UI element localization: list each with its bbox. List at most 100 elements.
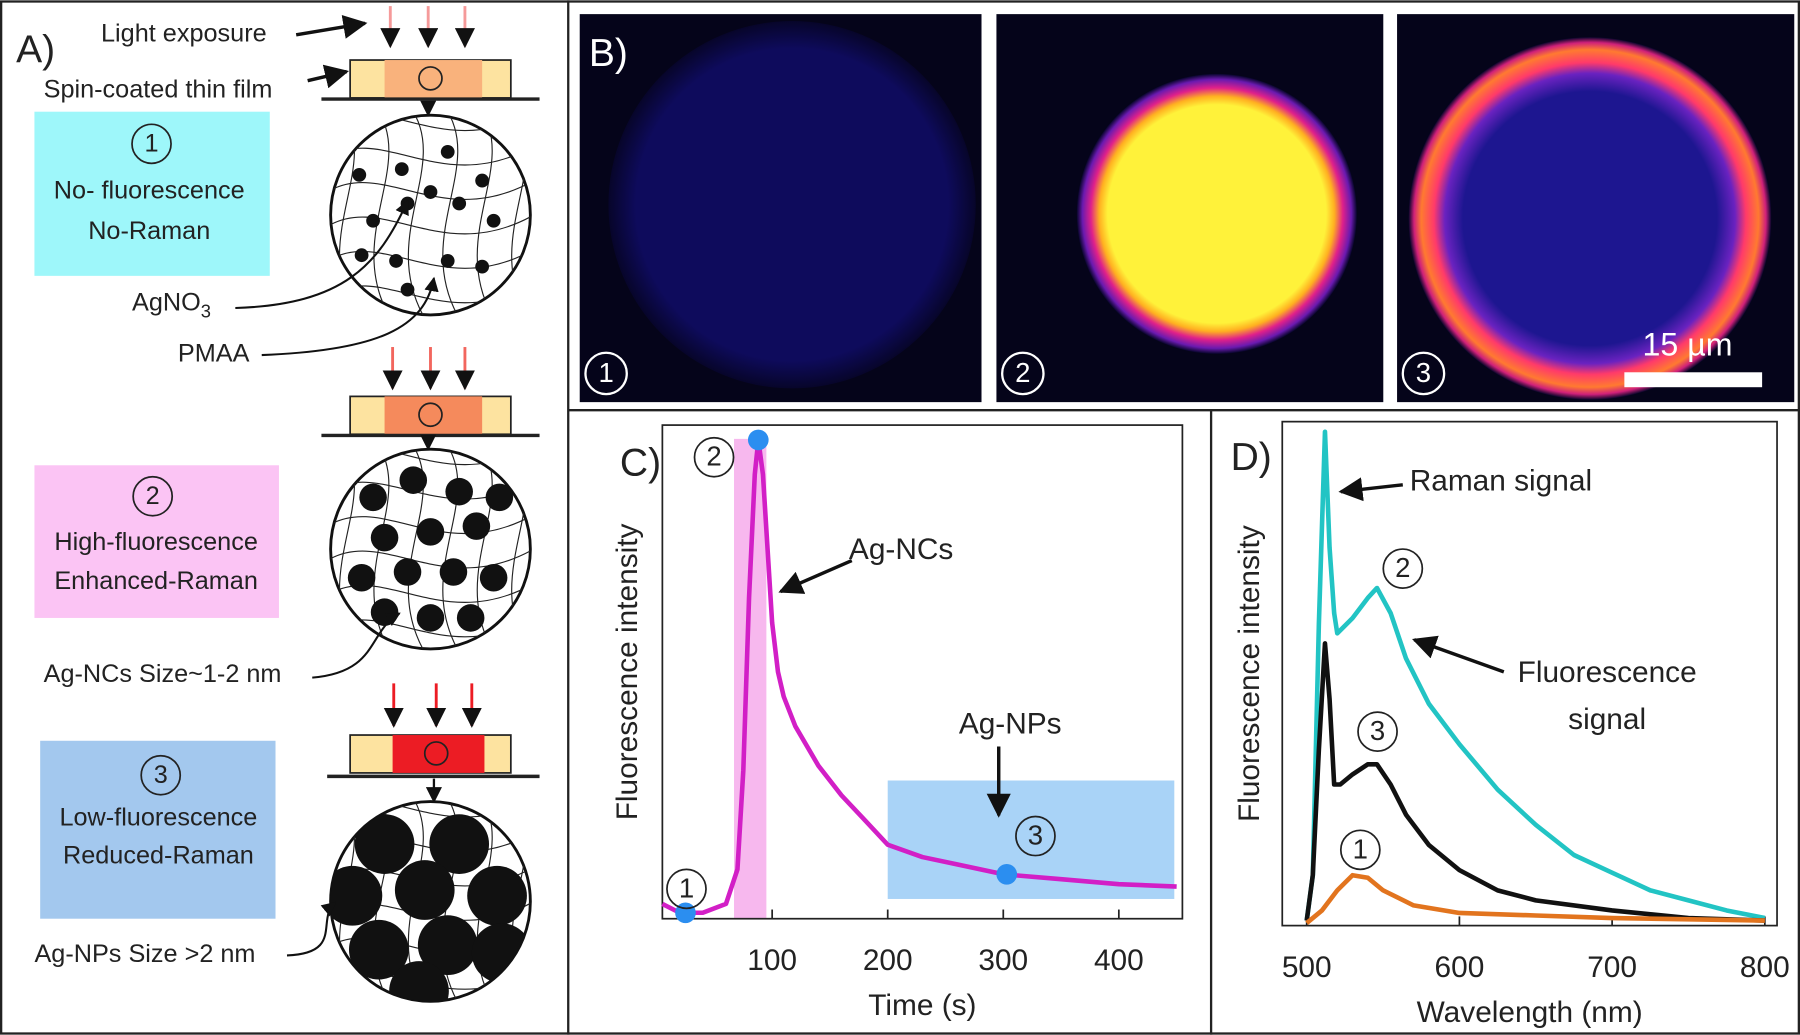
data-line: [1305, 872, 1765, 925]
particle: [359, 483, 387, 512]
particle: [354, 248, 369, 263]
plot-frame: [1281, 420, 1778, 927]
particle: [479, 563, 508, 592]
stage-number: 3: [154, 761, 168, 789]
pointer: [286, 901, 337, 957]
annotation-arrow: [1338, 477, 1403, 502]
particles: [330, 814, 531, 1002]
curve-label: 2: [1395, 552, 1410, 583]
x-tick-label: 200: [863, 944, 913, 977]
number-circle: [1382, 548, 1424, 589]
panel-label: B): [589, 32, 628, 75]
particles: [347, 466, 514, 632]
label: Ag-NPs Size >2 nm: [34, 940, 255, 968]
stage-number: 2: [146, 482, 160, 510]
marker: [996, 863, 1018, 885]
particle: [462, 512, 491, 540]
label-subscript: 3: [201, 300, 211, 321]
curve-label: 1: [1353, 833, 1368, 864]
x-axis-title: Time (s): [868, 989, 976, 1022]
x-axis-title: Wavelength (nm): [1417, 996, 1643, 1029]
particle: [423, 185, 438, 199]
panel-label: D): [1231, 436, 1272, 479]
particle: [393, 558, 422, 586]
droplet: [608, 21, 976, 389]
particle: [370, 598, 399, 626]
label: Light exposure: [101, 19, 267, 47]
x-tick-label: 600: [1435, 951, 1485, 984]
scale-bar: [1624, 372, 1763, 388]
particle: [416, 518, 445, 546]
particle: [354, 814, 415, 874]
image-number: 3: [1416, 357, 1431, 388]
chain: [407, 449, 426, 649]
stage-box: [40, 740, 276, 919]
x-tick-label: 700: [1587, 951, 1637, 984]
particle: [440, 144, 455, 159]
chart: 100 200 300 400 C) Time (s) Fluorescence inten…: [611, 424, 1184, 1022]
particle: [399, 466, 428, 494]
pointer: [312, 612, 401, 679]
annotation-arrow: [778, 558, 853, 594]
image-number: 2: [1015, 357, 1030, 388]
particle: [348, 919, 409, 980]
light-arrows: [382, 347, 475, 391]
chain: [442, 115, 460, 315]
pointer: [235, 199, 409, 310]
number-circle: [1015, 815, 1056, 857]
annotation: Ag-NCs: [849, 533, 953, 566]
label: PMAA: [178, 340, 250, 368]
stage-text: Reduced-Raman: [63, 841, 254, 869]
number-circle: [1339, 829, 1381, 871]
light-arrows: [380, 6, 475, 49]
matrix: [329, 113, 532, 317]
particles: [352, 144, 501, 297]
particle: [452, 196, 467, 211]
panel-b: B) 1 2 3 15 µm: [579, 14, 1795, 403]
stage-number: 1: [145, 130, 159, 158]
number-circle: [693, 436, 735, 478]
panel-a: A) Light exposure Spin-coated thin film …: [16, 6, 540, 1003]
droplet: [1076, 73, 1357, 354]
chain: [442, 449, 460, 649]
chart: 500 600 700 800 D) Wavelength (nm) Fluorescenc…: [1231, 420, 1790, 1029]
particle: [440, 254, 455, 268]
data-line: [1304, 429, 1766, 921]
particle: [439, 558, 468, 586]
arrow: [307, 64, 350, 89]
x-tick-label: 800: [1740, 951, 1790, 984]
y-axis-title: Fluorescence intensity: [611, 523, 644, 820]
image-number: 1: [598, 357, 613, 388]
chain: [330, 248, 531, 269]
particle: [456, 604, 485, 632]
curve-label: 2: [706, 441, 721, 472]
number-circle: [131, 123, 172, 165]
number-circle: [584, 351, 628, 396]
particles: [329, 113, 532, 1003]
data-line: [661, 437, 1177, 916]
x-tick-label: 500: [1282, 951, 1332, 984]
label: Ag-NCs Size~1-2 nm: [44, 660, 282, 688]
charts: 100 200 300 400 C) Time (s) Fluorescence inten…: [611, 420, 1790, 1029]
highlight-region: [887, 780, 1175, 899]
particle: [486, 213, 501, 228]
particle: [471, 923, 531, 983]
particle: [370, 523, 399, 552]
particle: [417, 915, 478, 975]
curve-label: 3: [1028, 819, 1043, 850]
particle: [475, 173, 490, 188]
stage-text: Low-fluorescence: [59, 804, 257, 832]
particle: [429, 814, 490, 874]
particle: [366, 213, 380, 228]
annotation: Ag-NPs: [959, 708, 1062, 741]
chain: [330, 214, 531, 235]
particle: [389, 961, 449, 1002]
particle: [394, 860, 455, 920]
arrows: [420, 100, 442, 804]
stage: 1 No- fluorescence No-Raman: [54, 123, 245, 245]
chain: [330, 548, 531, 569]
chain: [330, 583, 531, 603]
stage-text: High-fluorescence: [54, 528, 258, 556]
